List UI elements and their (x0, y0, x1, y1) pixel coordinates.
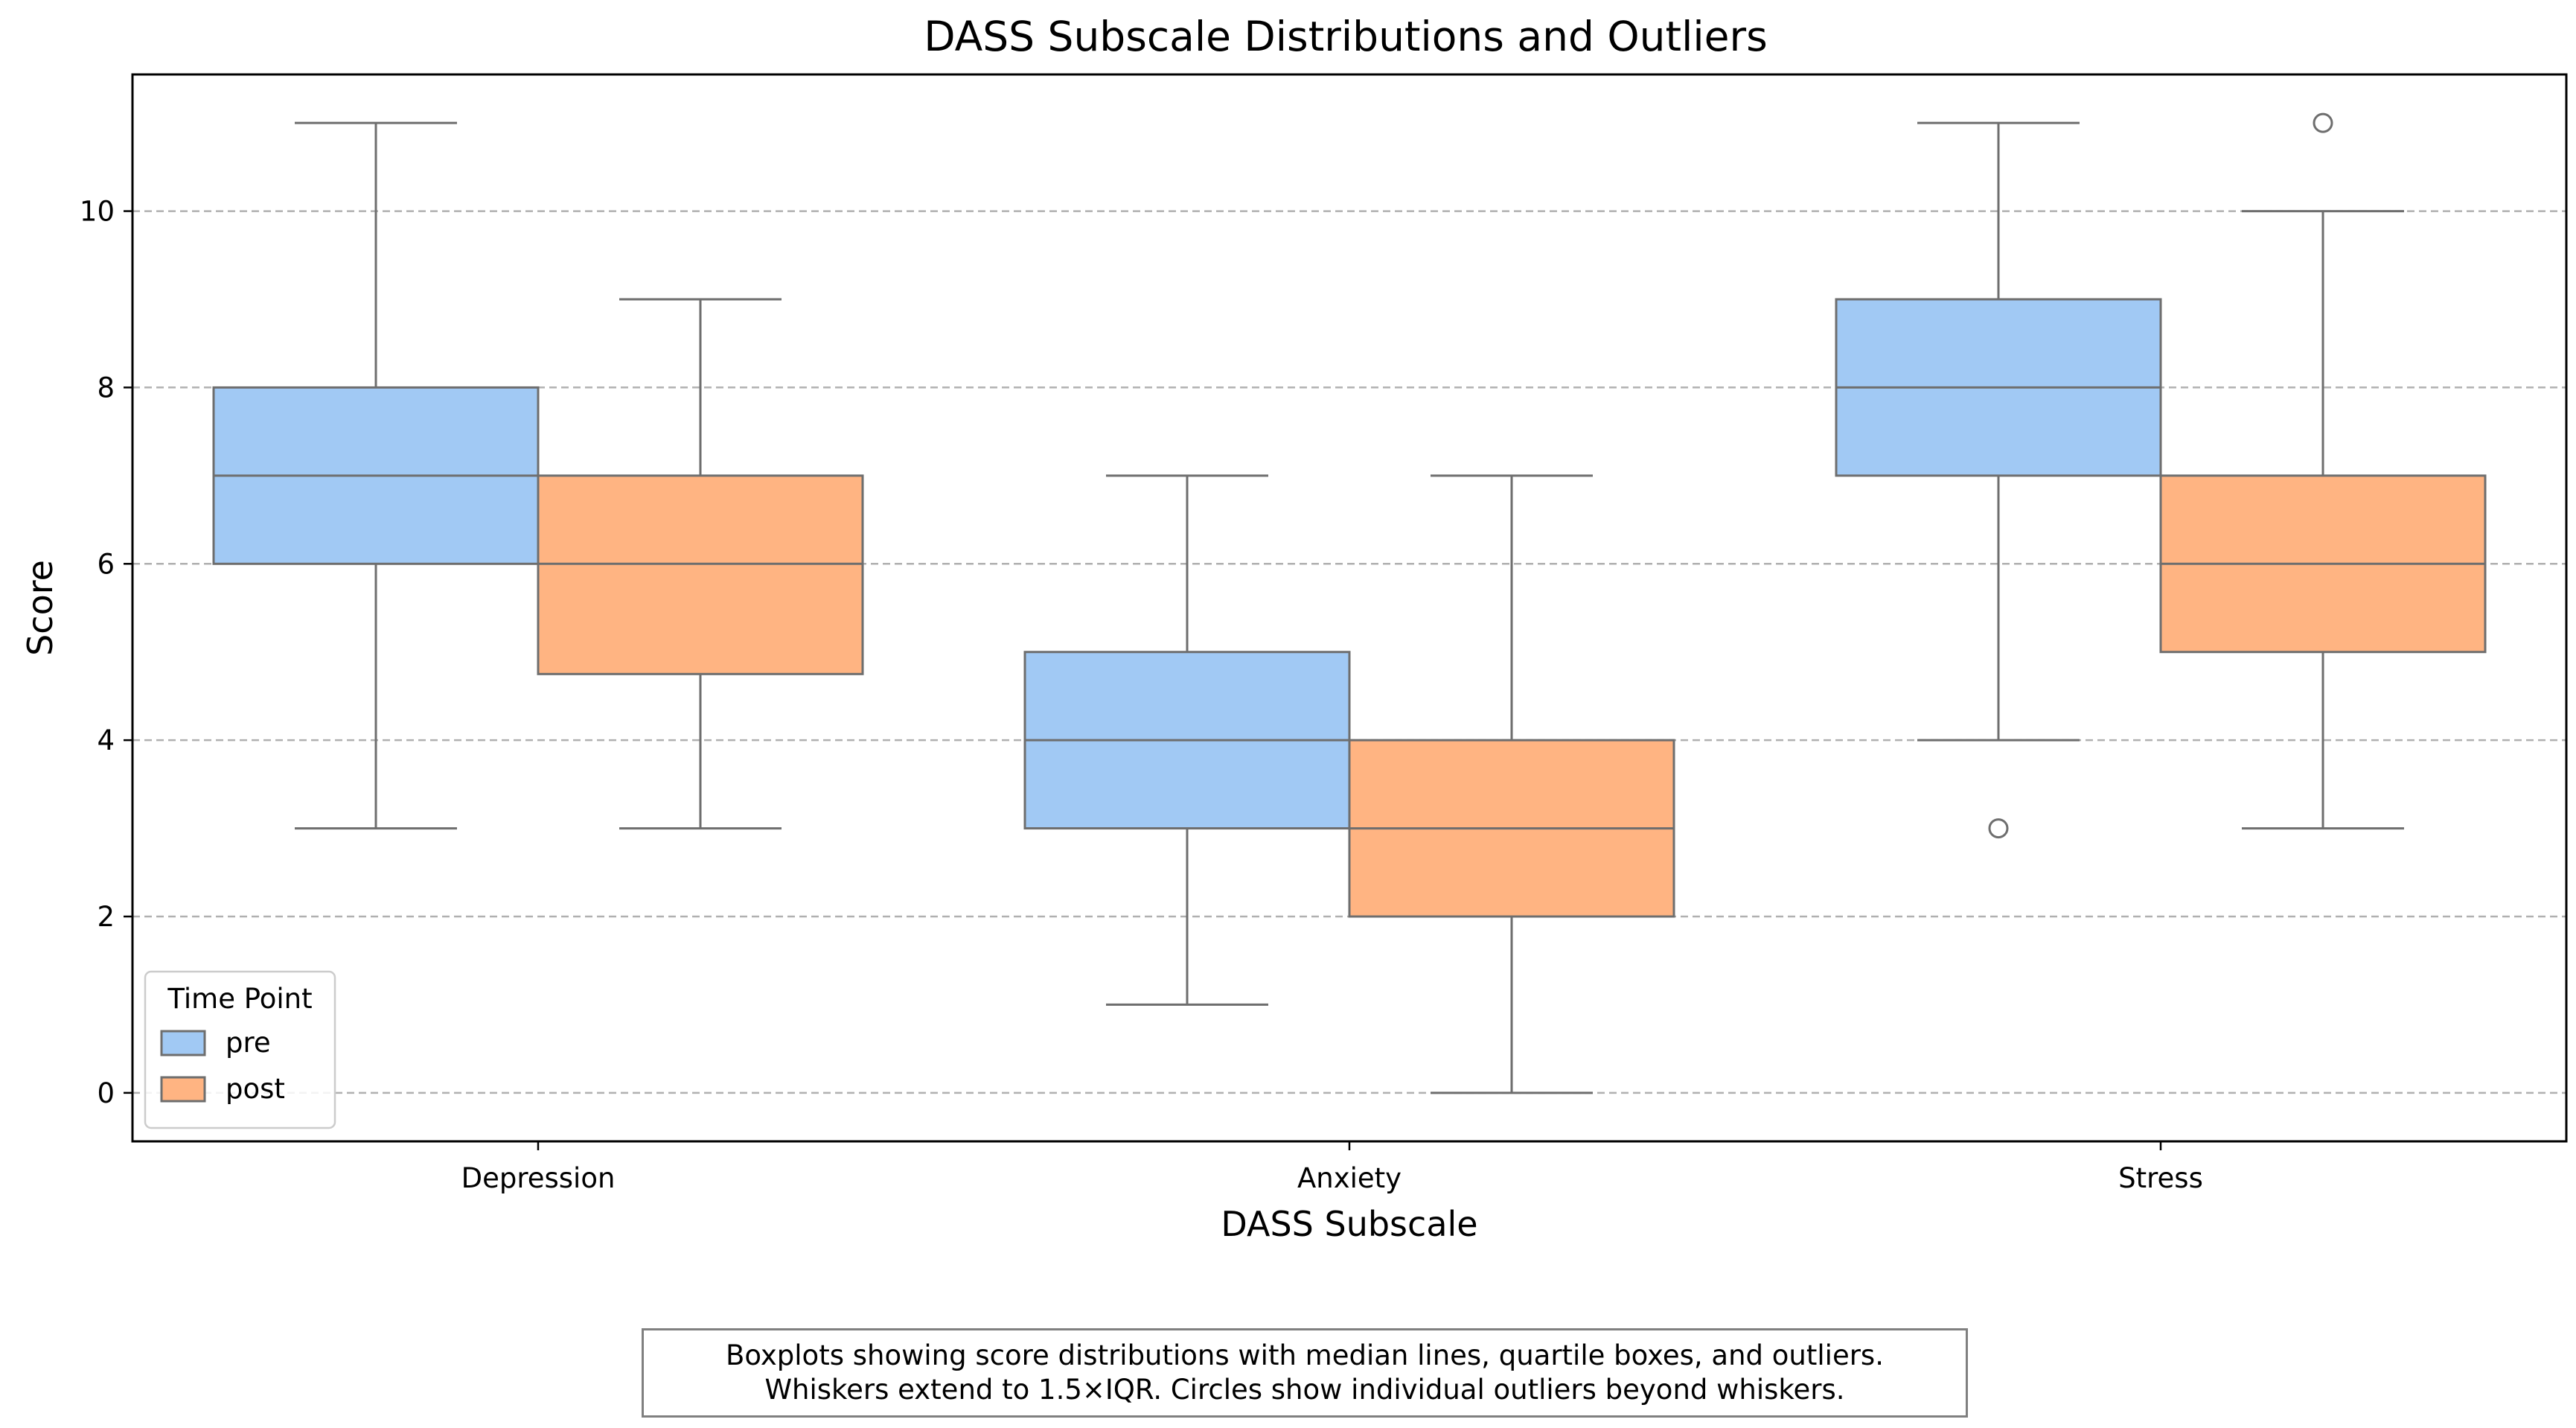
quartile-box (537, 474, 864, 675)
legend-title: Time Point (167, 983, 312, 1015)
y-axis: 0 2 4 6 8 10 (80, 196, 132, 1109)
box-post-stress (2159, 112, 2487, 830)
caption-line-1: Boxplots showing score distributions wit… (726, 1339, 1884, 1371)
y-tick-label: 4 (97, 724, 115, 756)
box-pre-anxiety (1023, 474, 1351, 1006)
x-tick-label: Stress (2118, 1162, 2203, 1194)
x-tick-label: Anxiety (1297, 1162, 1402, 1194)
box-pre-depression (212, 121, 540, 830)
outlier-point (2313, 112, 2333, 133)
y-axis-label: Score (20, 560, 60, 656)
y-tick-label: 0 (97, 1077, 115, 1109)
caption-line-2: Whiskers extend to 1.5×IQR. Circles show… (764, 1374, 1845, 1406)
chart-title: DASS Subscale Distributions and Outliers (924, 13, 1768, 60)
y-tick-label: 2 (97, 901, 115, 933)
legend: Time Point pre post (144, 970, 336, 1129)
box-pre-stress (1835, 121, 2162, 839)
legend-swatch-pre (160, 1030, 206, 1056)
box-post-anxiety (1348, 474, 1675, 1094)
y-tick-label: 10 (80, 196, 115, 228)
y-tick-label: 8 (97, 372, 115, 404)
box-series (212, 112, 2487, 1094)
y-tick-label: 6 (97, 548, 115, 580)
legend-label-pre: pre (226, 1027, 271, 1059)
x-axis-label: DASS Subscale (1221, 1204, 1477, 1244)
legend-swatch-post (160, 1076, 206, 1103)
x-axis: Depression Anxiety Stress (461, 1141, 2203, 1194)
outlier-point (1988, 818, 2009, 839)
box-post-depression (537, 298, 864, 830)
x-tick-label: Depression (461, 1162, 616, 1194)
caption-box: Boxplots showing score distributions wit… (642, 1328, 1968, 1418)
legend-label-post: post (226, 1073, 285, 1105)
